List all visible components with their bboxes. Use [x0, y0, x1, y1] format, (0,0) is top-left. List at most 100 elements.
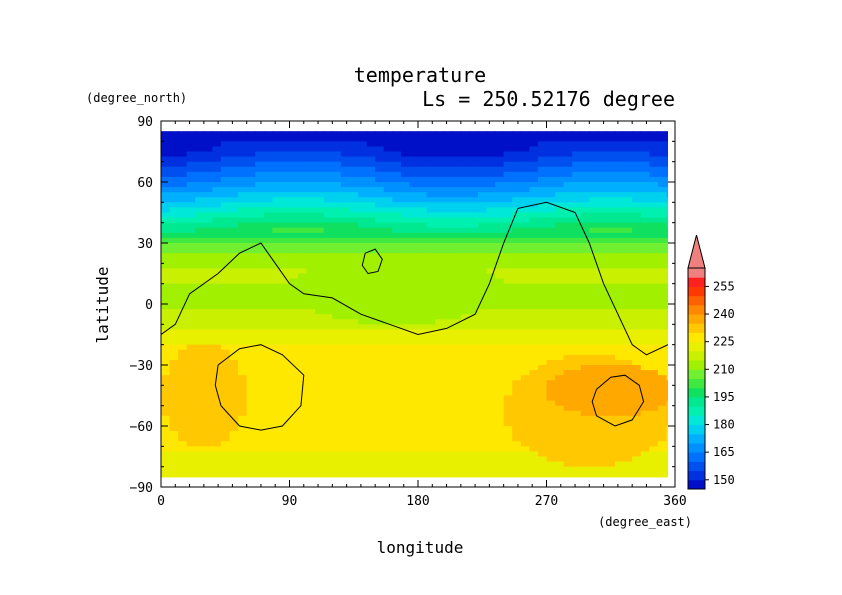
colorbar-label: 150: [713, 473, 735, 487]
field-cell: [418, 410, 428, 417]
field-cell: [323, 192, 333, 198]
field-cell: [512, 395, 522, 402]
colorbar-swatch: [688, 350, 705, 361]
field-cell: [383, 171, 393, 178]
field-cell: [537, 344, 548, 351]
field-cell: [263, 253, 273, 259]
field-cell: [452, 243, 462, 249]
field-cell: [469, 324, 479, 331]
field-cell: [340, 349, 351, 356]
field-cell: [212, 166, 222, 173]
field-cell: [452, 334, 462, 341]
field-cell: [383, 395, 393, 402]
field-cell: [460, 182, 470, 188]
colorbar-swatch: [688, 470, 705, 481]
field-cell: [537, 319, 548, 325]
field-cell: [383, 405, 393, 412]
field-cell: [358, 161, 368, 168]
field-cell: [666, 258, 668, 264]
field-cell: [332, 207, 342, 214]
field-cell: [589, 359, 599, 366]
field-cell: [203, 349, 213, 356]
field-cell: [495, 319, 505, 325]
field-cell: [418, 400, 428, 407]
field-cell: [615, 339, 625, 346]
field-cell: [469, 176, 479, 183]
field-cell: [203, 263, 213, 270]
field-cell: [409, 268, 419, 275]
field-cell: [195, 131, 205, 137]
field-cell: [229, 192, 239, 198]
field-cell: [503, 131, 513, 137]
field-cell: [246, 222, 256, 229]
field-cell: [426, 298, 436, 305]
field-cell: [477, 156, 488, 163]
field-cell: [203, 456, 213, 463]
field-cell: [229, 243, 239, 249]
field-cell: [366, 319, 376, 325]
field-cell: [572, 420, 582, 427]
field-cell: [580, 400, 590, 407]
field-cell: [443, 176, 453, 183]
field-cell: [520, 380, 530, 386]
field-cell: [555, 359, 565, 366]
field-cell: [323, 207, 333, 214]
field-cell: [349, 268, 359, 275]
field-cell: [366, 227, 376, 234]
field-cell: [400, 232, 411, 239]
field-cell: [263, 380, 273, 386]
field-cell: [555, 410, 565, 417]
field-cell: [477, 161, 488, 168]
field-cell: [649, 202, 659, 209]
field-cell: [460, 471, 470, 478]
field-cell: [298, 461, 308, 468]
field-cell: [435, 182, 445, 188]
field-cell: [220, 420, 231, 427]
field-cell: [332, 258, 342, 264]
field-cell: [289, 349, 299, 356]
field-cell: [409, 405, 419, 412]
field-cell: [546, 176, 556, 183]
field-cell: [272, 344, 282, 351]
field-cell: [400, 197, 411, 203]
field-cell: [503, 258, 513, 264]
field-cell: [512, 415, 522, 422]
field-cell: [460, 192, 470, 198]
field-cell: [298, 141, 308, 148]
field-cell: [340, 227, 351, 234]
field-cell: [186, 227, 196, 234]
field-cell: [212, 304, 222, 310]
field-cell: [640, 293, 650, 300]
field-cell: [435, 436, 445, 442]
field-cell: [615, 375, 625, 381]
field-cell: [623, 217, 633, 224]
field-cell: [246, 202, 256, 209]
field-cell: [315, 207, 325, 214]
field-cell: [255, 441, 265, 447]
field-cell: [358, 212, 368, 219]
field-cell: [520, 217, 530, 224]
field-cell: [580, 156, 590, 163]
field-cell: [503, 451, 513, 458]
field-cell: [332, 283, 342, 290]
field-cell: [555, 329, 565, 336]
field-cell: [589, 329, 599, 336]
field-cell: [375, 344, 385, 351]
field-cell: [563, 309, 573, 315]
field-cell: [563, 283, 573, 290]
field-cell: [529, 166, 539, 173]
field-cell: [195, 258, 205, 264]
field-cell: [537, 278, 548, 285]
field-cell: [289, 293, 299, 300]
field-cell: [220, 273, 231, 280]
field-cell: [418, 293, 428, 300]
field-cell: [572, 334, 582, 341]
field-cell: [632, 324, 642, 331]
x-units-label: (degree_east): [598, 515, 692, 529]
field-cell: [272, 436, 282, 442]
field-cell: [460, 136, 470, 142]
field-cell: [666, 365, 668, 371]
field-cell: [418, 309, 428, 315]
field-cell: [186, 436, 196, 442]
colorbar-swatch: [688, 378, 705, 389]
